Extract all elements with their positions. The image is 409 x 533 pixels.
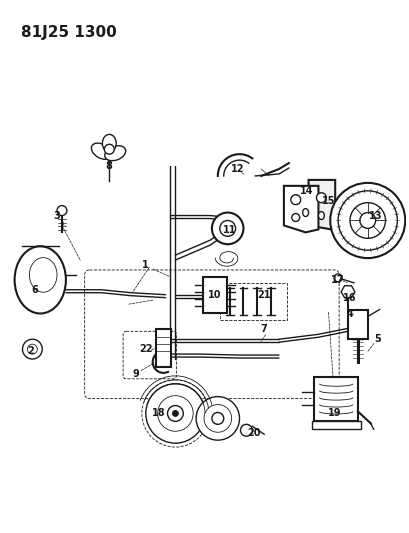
Text: 12: 12 <box>231 164 244 174</box>
Polygon shape <box>284 186 319 232</box>
Text: 14: 14 <box>300 186 313 196</box>
Text: 20: 20 <box>247 428 261 438</box>
Text: 5: 5 <box>374 334 381 344</box>
Text: 18: 18 <box>152 408 166 418</box>
Text: 2: 2 <box>27 346 34 356</box>
Text: 15: 15 <box>321 196 335 206</box>
Circle shape <box>212 413 224 424</box>
Text: 21: 21 <box>257 290 271 300</box>
Bar <box>203 277 227 312</box>
Text: 7: 7 <box>261 325 267 334</box>
Text: 8: 8 <box>106 161 113 171</box>
Text: 19: 19 <box>328 408 341 418</box>
Circle shape <box>22 339 42 359</box>
Ellipse shape <box>102 134 116 152</box>
Circle shape <box>317 193 326 203</box>
Circle shape <box>146 384 205 443</box>
Text: 17: 17 <box>331 275 345 285</box>
Text: 4: 4 <box>346 310 353 319</box>
Circle shape <box>212 213 243 244</box>
Ellipse shape <box>319 212 324 220</box>
Text: 81J25 1300: 81J25 1300 <box>20 25 116 39</box>
Text: 11: 11 <box>223 225 236 236</box>
Circle shape <box>291 195 301 205</box>
Circle shape <box>240 424 252 436</box>
Text: 1: 1 <box>142 260 149 270</box>
Circle shape <box>173 410 178 416</box>
Circle shape <box>196 397 240 440</box>
Bar <box>312 422 361 429</box>
Ellipse shape <box>29 257 57 292</box>
Ellipse shape <box>105 146 126 160</box>
Circle shape <box>157 395 193 431</box>
Circle shape <box>168 406 183 422</box>
Text: 3: 3 <box>54 211 61 221</box>
Circle shape <box>330 183 405 258</box>
Circle shape <box>338 191 398 250</box>
Bar <box>315 377 358 422</box>
Circle shape <box>204 405 231 432</box>
Circle shape <box>292 214 300 222</box>
Circle shape <box>220 221 236 236</box>
Text: 16: 16 <box>343 293 357 303</box>
Circle shape <box>57 206 67 215</box>
Text: 10: 10 <box>208 290 222 300</box>
Bar <box>220 283 287 320</box>
Circle shape <box>360 213 375 229</box>
Ellipse shape <box>303 208 308 216</box>
Text: 6: 6 <box>31 285 38 295</box>
Polygon shape <box>308 180 335 229</box>
Circle shape <box>350 203 386 238</box>
Text: 9: 9 <box>133 369 139 379</box>
Text: 22: 22 <box>139 344 153 354</box>
Circle shape <box>334 274 342 282</box>
Bar <box>156 329 171 367</box>
Ellipse shape <box>91 143 111 159</box>
Circle shape <box>104 144 114 154</box>
Ellipse shape <box>15 246 66 313</box>
Text: 13: 13 <box>369 211 382 221</box>
Bar <box>348 310 368 339</box>
Circle shape <box>27 344 37 354</box>
